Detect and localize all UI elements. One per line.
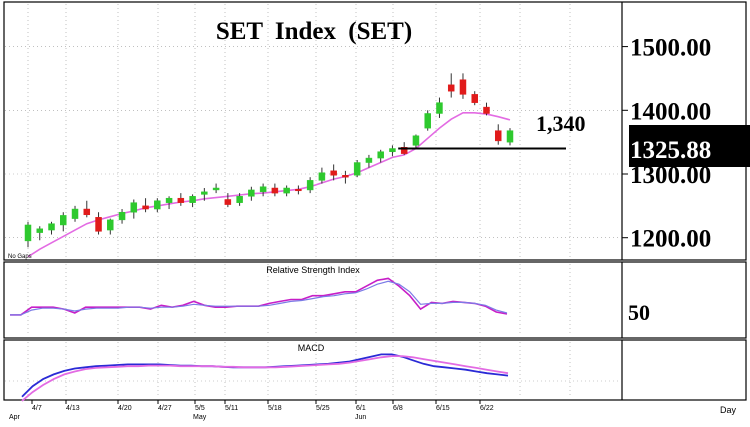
x-date-label-2: 4/20 xyxy=(118,405,132,412)
candle-body-3 xyxy=(60,215,67,226)
candle-body-35 xyxy=(436,102,443,114)
price-tick-label-3: 1200.00 xyxy=(630,226,711,253)
macd-panel-frame xyxy=(3,339,747,401)
candle-body-29 xyxy=(365,157,373,163)
chart-title: SET Index (SET) xyxy=(216,18,412,45)
candle-body-19 xyxy=(248,189,255,197)
level-1340-annotation: 1,340 xyxy=(536,111,586,136)
candle-body-1 xyxy=(36,228,44,233)
x-date-label-4: 5/5 xyxy=(195,405,205,412)
candle-body-14 xyxy=(189,196,196,203)
moving-average-line xyxy=(27,112,511,258)
rsi-title: Relative Strength Index xyxy=(266,265,360,275)
x-date-label-1: 4/13 xyxy=(66,405,80,412)
candle-body-31 xyxy=(389,148,396,152)
candle-body-17 xyxy=(224,199,232,205)
candle-body-16 xyxy=(212,187,220,191)
candle-body-21 xyxy=(271,187,279,194)
x-axis: 4/7 4/13 4/20 4/27 5/5 5/11 5/18 5/25 6/1 6/8 6/15… xyxy=(9,400,494,421)
price-tick-label-0: 1500.00 xyxy=(630,35,711,62)
x-date-label-10: 6/15 xyxy=(436,405,450,412)
rsi-tick-50: 50 xyxy=(628,300,650,325)
rsi-layer xyxy=(10,277,508,316)
moving-average-layer xyxy=(27,112,511,258)
candle-body-7 xyxy=(107,219,114,231)
candle-body-13 xyxy=(177,197,185,203)
candle-body-18 xyxy=(236,196,243,203)
candle-body-11 xyxy=(154,200,161,210)
rsi-series-1 xyxy=(10,280,508,316)
candle-body-20 xyxy=(259,186,267,193)
price-tick-label-1: 1400.00 xyxy=(630,98,711,125)
x-date-label-6: 5/18 xyxy=(268,405,282,412)
candle-body-36 xyxy=(447,84,455,92)
macd-title: MACD xyxy=(298,343,325,353)
x-axis-unit-label: Day xyxy=(720,405,737,415)
last-price-label: 1325.88 xyxy=(630,137,711,164)
candle-body-12 xyxy=(165,197,173,203)
x-month-label-2: Jun xyxy=(355,414,366,421)
candle-body-0 xyxy=(24,224,32,242)
candle-body-15 xyxy=(201,191,208,195)
candlestick-layer xyxy=(24,73,514,248)
candle-body-38 xyxy=(471,94,478,103)
x-date-label-0: 4/7 xyxy=(32,405,42,412)
candle-body-4 xyxy=(71,208,79,219)
candle-body-5 xyxy=(83,208,91,216)
candle-body-22 xyxy=(283,187,290,194)
candle-body-27 xyxy=(342,175,349,178)
candle-body-26 xyxy=(330,170,337,176)
candle-body-6 xyxy=(95,217,102,232)
x-date-label-7: 5/25 xyxy=(316,405,330,412)
x-date-label-8: 6/1 xyxy=(356,405,366,412)
macd-layer xyxy=(21,353,509,402)
candle-body-8 xyxy=(118,211,126,221)
x-date-label-5: 5/11 xyxy=(225,405,238,412)
no-gaps-label: No Gaps xyxy=(8,254,32,260)
candle-body-2 xyxy=(48,223,55,231)
x-date-label-9: 6/8 xyxy=(393,405,403,412)
candle-body-40 xyxy=(494,130,502,142)
x-date-label-3: 4/27 xyxy=(158,405,172,412)
candle-body-33 xyxy=(412,135,420,146)
candle-body-41 xyxy=(506,130,514,143)
candle-body-9 xyxy=(130,202,138,213)
x-month-label-1: May xyxy=(193,414,207,421)
last-price-marker xyxy=(629,125,750,167)
candle-body-24 xyxy=(306,180,314,191)
macd-series-1 xyxy=(21,355,509,402)
candle-body-32 xyxy=(400,146,408,154)
candle-body-10 xyxy=(142,205,149,210)
candle-body-34 xyxy=(424,113,431,129)
candle-body-37 xyxy=(459,79,467,95)
grid-layer xyxy=(5,4,621,398)
candle-body-25 xyxy=(318,172,326,181)
candle-body-28 xyxy=(353,162,361,176)
candle-body-30 xyxy=(377,151,384,159)
x-date-label-11: 6/22 xyxy=(480,405,494,412)
x-month-label-0: Apr xyxy=(9,414,21,421)
candle-body-23 xyxy=(295,189,302,192)
candle-body-39 xyxy=(483,106,490,114)
